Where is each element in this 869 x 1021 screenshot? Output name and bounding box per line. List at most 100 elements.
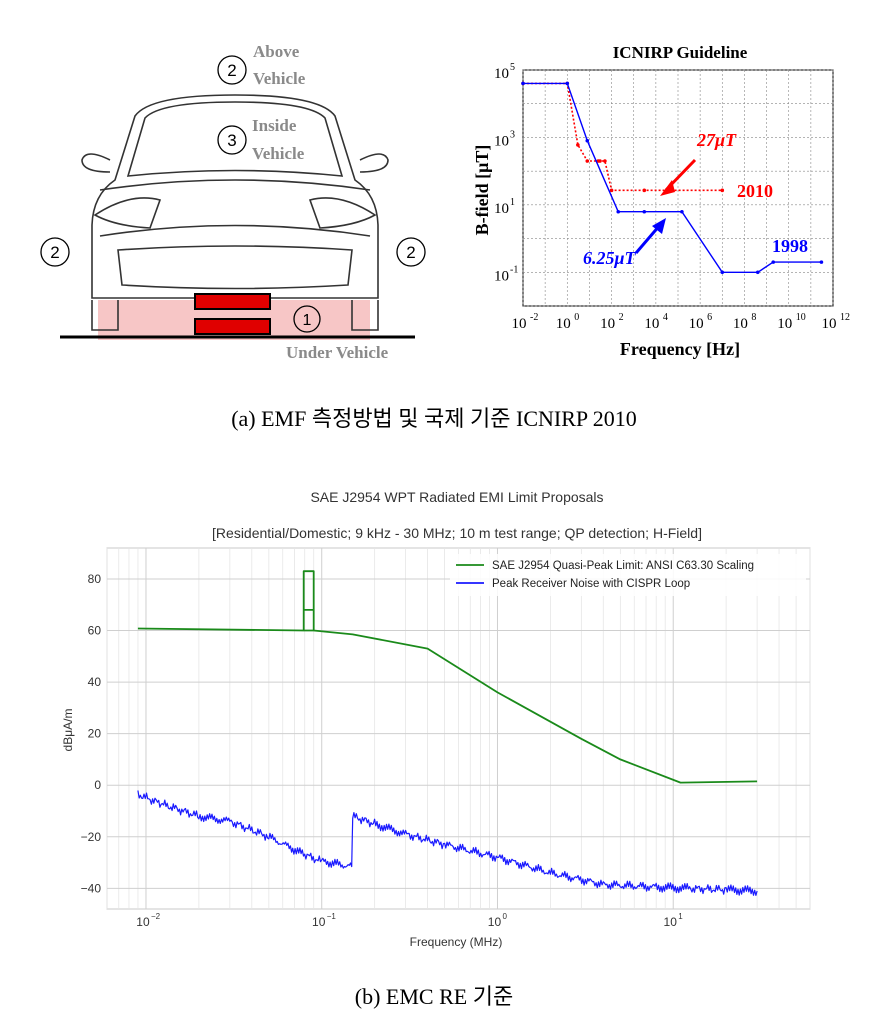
x-tick-label: 10	[512, 316, 527, 332]
chart-title: ICNIRP Guideline	[613, 43, 748, 62]
y-tick-exponent: 3	[510, 129, 515, 140]
x-tick-label: 10	[777, 316, 792, 332]
under-vehicle-label: Under Vehicle	[286, 343, 389, 362]
y-tick-label: 0	[94, 778, 101, 792]
zone-inside: 3 Inside Vehicle	[217, 116, 305, 163]
series-line-qp-limit	[137, 570, 758, 784]
data-point	[819, 260, 824, 264]
data-point	[603, 159, 607, 163]
zone-above: 2 Above Vehicle	[217, 42, 306, 88]
arrow-625ut	[634, 224, 662, 254]
zone-number: 2	[406, 243, 415, 262]
x-tick-exponent: −1	[327, 912, 337, 921]
annotation-27ut: 27μT	[696, 130, 737, 150]
zone-number: 2	[227, 61, 236, 80]
data-point	[576, 143, 580, 147]
x-tick-label: 10	[556, 316, 571, 332]
zone-marker	[293, 305, 321, 333]
data-point	[585, 159, 590, 163]
y-tick-label: −20	[81, 830, 102, 844]
data-point	[755, 270, 760, 275]
data-point	[585, 138, 590, 143]
caption-a: (a) EMF 측정방법 및 국제 기준 ICNIRP 2010	[231, 406, 637, 431]
coil-lower	[194, 318, 271, 335]
legend: SAE J2954 Quasi-Peak Limit: ANSI C63.30 …	[450, 554, 806, 596]
x-tick-exponent: 0	[502, 912, 507, 921]
legend-label: Peak Receiver Noise with CISPR Loop	[492, 578, 690, 590]
x-tick-label: 10	[600, 316, 615, 332]
chart-subtitle: [Residential/Domestic; 9 kHz - 30 MHz; 1…	[212, 525, 702, 541]
y-tick-label: 10	[494, 66, 509, 82]
caption-b: (b) EMC RE 기준	[355, 984, 513, 1009]
x-axis-label: Frequency (MHz)	[410, 935, 503, 949]
sae-j2954-chart: SAE J2954 WPT Radiated EMI Limit Proposa…	[61, 489, 811, 949]
zone-number: 3	[227, 131, 236, 150]
data-point	[720, 270, 725, 275]
x-tick-label: 10	[733, 316, 748, 332]
x-tick-labels: 10 -2 10 0 10 2 10 4 10 6 10 8 10 10 10 12	[512, 312, 851, 332]
x-tick-label: 10	[689, 316, 704, 332]
x-tick-exponent: 6	[707, 312, 712, 323]
data-point	[598, 159, 602, 163]
data-point	[771, 260, 776, 264]
zone-label: Above	[253, 42, 300, 61]
x-tick-label: 10	[644, 316, 659, 332]
legend-label: SAE J2954 Quasi-Peak Limit: ANSI C63.30 …	[492, 560, 754, 572]
x-tick-exponent: -2	[530, 312, 538, 323]
grid	[106, 548, 811, 909]
y-axis-label: dBμA/m	[61, 709, 75, 752]
series-layer	[521, 81, 824, 275]
x-tick-exponent: 0	[574, 312, 579, 323]
zone-right: 2	[396, 237, 426, 267]
x-tick-label: 10	[312, 915, 326, 929]
icnirp-chart: ICNIRP Guideline 10 -2 10 0 10 2 10 4 10 6 10 8 10 10…	[472, 43, 850, 359]
legend-box	[450, 554, 806, 596]
zone-label: Inside	[252, 116, 297, 135]
data-point	[720, 188, 725, 193]
x-tick-label: 10	[822, 316, 837, 332]
arrow-head	[660, 180, 675, 196]
x-tick-labels: 10 −2 10 −1 10 0 10 1	[136, 912, 683, 929]
zone-marker	[40, 237, 70, 267]
y-tick-label: −40	[81, 881, 102, 895]
annotation-2010: 2010	[737, 181, 773, 201]
zone-left: 2	[40, 237, 70, 267]
data-point	[609, 188, 614, 193]
y-tick-label: 10	[494, 133, 509, 149]
data-point	[521, 81, 525, 86]
data-point	[642, 209, 647, 214]
zone-label: Vehicle	[252, 144, 305, 163]
y-tick-label: 40	[88, 675, 102, 689]
chart-title: SAE J2954 WPT Radiated EMI Limit Proposa…	[310, 489, 603, 505]
y-tick-label: 10	[494, 201, 509, 217]
y-tick-label: 20	[88, 727, 102, 741]
zone-label: Vehicle	[253, 69, 306, 88]
y-tick-label: 10	[494, 268, 509, 284]
zone-marker	[396, 237, 426, 267]
y-tick-exponent: -1	[510, 264, 518, 275]
zone-marker	[217, 125, 247, 155]
zone-number: 1	[303, 312, 312, 329]
series-layer	[137, 570, 758, 896]
zone-number: 2	[50, 243, 59, 262]
annotation-1998: 1998	[772, 236, 808, 256]
data-point	[565, 81, 570, 86]
x-tick-label: 10	[136, 915, 150, 929]
y-tick-label: 80	[88, 572, 102, 586]
data-point	[616, 209, 621, 214]
data-point	[642, 188, 647, 193]
y-tick-label: 60	[88, 624, 102, 638]
annotation-arrows	[634, 158, 697, 254]
x-tick-exponent: 12	[840, 312, 850, 323]
arrow-head	[652, 218, 666, 234]
x-tick-exponent: 8	[751, 312, 756, 323]
zone-under: 1	[293, 305, 321, 333]
car-outline	[81, 94, 389, 331]
y-tick-exponent: 5	[510, 62, 515, 73]
y-tick-exponent: 1	[510, 197, 515, 208]
series-line-receiver-noise	[137, 790, 758, 896]
y-axis-label: B-field [μT]	[472, 145, 492, 236]
coil-upper	[194, 293, 271, 310]
